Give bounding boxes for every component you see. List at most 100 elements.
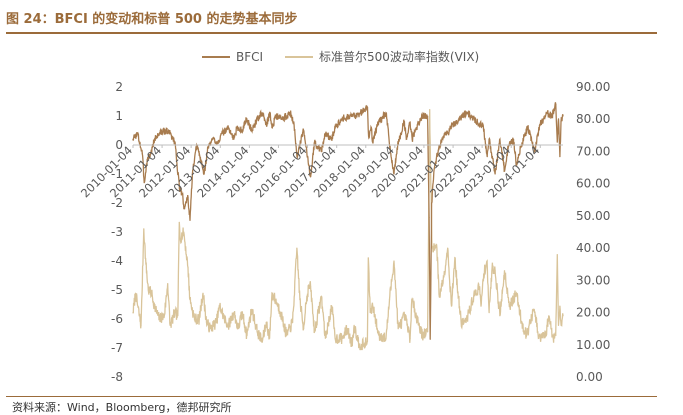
bfci-point (246, 118, 248, 120)
right-y-tick-label: 40.00 (576, 241, 610, 255)
vix-point (367, 257, 369, 259)
bfci-point (471, 115, 473, 117)
bfci-point (556, 141, 558, 143)
right-y-tick-label: 70.00 (576, 144, 610, 158)
vix-point (415, 315, 417, 317)
vix-point (280, 312, 282, 314)
bfci-point (275, 115, 277, 117)
chart-legend: BFCI 标准普尔500波动率指数(VIX) (202, 49, 479, 64)
vix-point (303, 328, 305, 330)
bfci-point (429, 338, 431, 340)
vix-point (363, 344, 365, 346)
bfci-point (251, 129, 253, 132)
bfci-point (136, 132, 139, 134)
bfci-point (406, 138, 408, 140)
bfci-point (464, 112, 466, 114)
vix-point (183, 231, 185, 233)
vix-point (388, 299, 391, 301)
bfci-point (372, 141, 374, 143)
bfci-point (203, 173, 205, 175)
vix-point (169, 324, 171, 326)
bfci-point (421, 115, 423, 117)
bfci-point (366, 106, 369, 108)
vix-point (478, 286, 480, 288)
vix-point (545, 334, 547, 336)
bfci-point (482, 124, 484, 126)
vix-point (178, 221, 180, 223)
bfci-point (271, 127, 273, 129)
vix-point (251, 308, 253, 310)
bfci-point (169, 132, 171, 134)
vix-point (491, 266, 493, 268)
vix-point (341, 337, 343, 339)
bfci-point (189, 219, 191, 221)
vix-point (308, 286, 310, 288)
vix-point (538, 337, 540, 339)
bfci-point (456, 121, 459, 123)
vix-point (271, 292, 273, 294)
vix-point (404, 315, 406, 317)
vix-point (409, 337, 411, 339)
vix-point (509, 305, 511, 307)
bfci-point (447, 132, 449, 134)
bfci-point (221, 132, 224, 134)
vix-point (134, 292, 137, 294)
bfci-point (478, 124, 480, 126)
bfci-point (150, 153, 152, 155)
bfci-point (486, 156, 488, 158)
vix-series (132, 109, 564, 351)
vix-point (227, 324, 229, 326)
bfci-point (546, 112, 548, 114)
bfci-point (557, 118, 560, 120)
bfci-point (241, 129, 243, 132)
bfci-point (450, 124, 453, 126)
bfci-point (256, 118, 258, 120)
left-y-tick-label: -3 (111, 225, 123, 239)
bfci-point (183, 208, 185, 210)
bfci-point (164, 129, 166, 132)
left-y-tick-label: 1 (115, 109, 123, 123)
bfci-point (396, 147, 398, 149)
vix-point (555, 334, 557, 336)
vix-point (443, 276, 445, 278)
bfci-point (516, 164, 518, 166)
bfci-point (403, 121, 405, 123)
bfci-point (289, 112, 291, 114)
bfci-point (560, 121, 562, 123)
vix-point (147, 289, 149, 291)
left-y-tick-label: -2 (111, 196, 123, 210)
right-y-tick-label: 90.00 (576, 80, 610, 94)
right-y-tick-label: 50.00 (576, 209, 610, 223)
vix-point (292, 321, 294, 323)
vix-point (421, 334, 423, 336)
bfci-point (331, 138, 333, 140)
bfci-point (499, 138, 501, 140)
vix-point (179, 237, 181, 239)
bfci-point (191, 173, 193, 175)
vix-point (562, 315, 564, 317)
legend-label-vix: 标准普尔500波动率指数(VIX) (319, 49, 479, 64)
vix-point (429, 109, 431, 111)
left-y-tick-label: -7 (111, 341, 123, 355)
vix-point (205, 321, 208, 323)
bfci-point (310, 176, 312, 178)
bfci-point (340, 118, 342, 120)
vix-point (525, 334, 528, 336)
bfci-point (555, 103, 557, 105)
vix-point (241, 312, 243, 314)
vix-point (324, 337, 326, 339)
right-y-tick-label: 80.00 (576, 112, 610, 126)
bfci-point (431, 202, 433, 204)
title-divider (6, 32, 657, 34)
vix-point (140, 324, 142, 326)
bfci-point (393, 173, 395, 175)
left-y-tick-label: -1 (111, 167, 123, 181)
vix-point (265, 321, 267, 323)
vix-point (486, 260, 488, 262)
vix-point (276, 302, 278, 304)
bfci-point (527, 127, 529, 129)
bfci-point (494, 173, 496, 175)
vix-point (480, 305, 482, 307)
bfci-point (519, 147, 522, 149)
